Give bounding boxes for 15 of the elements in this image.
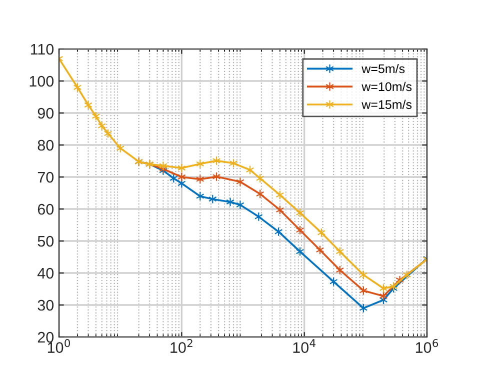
y-tick-label: 60 — [38, 204, 54, 215]
y-tick-label: 80 — [38, 140, 54, 151]
y-tick-label: 50 — [38, 236, 54, 247]
y-tick-label: 100 — [30, 76, 54, 87]
legend-label: w=10m/s — [362, 82, 412, 92]
x-tick-label: 10$^{6}$ — [416, 339, 438, 353]
x-tick-label: 10$^{4}$ — [293, 339, 316, 353]
y-tick-label: 30 — [38, 300, 54, 311]
y-tick-label: 90 — [38, 108, 54, 119]
y-tick-label: 70 — [38, 172, 54, 183]
y-tick-label: 40 — [38, 268, 54, 279]
x-tick-label: 10$^{2}$ — [170, 339, 192, 353]
legend-label: w=5m/s — [362, 64, 405, 74]
y-tick-label: 110 — [30, 44, 54, 55]
legend-label: w=15m/s — [362, 100, 412, 109]
